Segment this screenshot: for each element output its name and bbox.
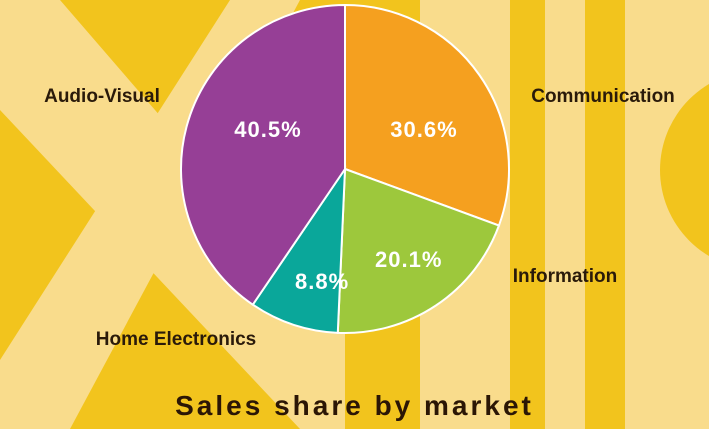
category-label: Information (512, 266, 618, 287)
pie-slice (344, 3, 510, 227)
category-label: Communication (531, 86, 675, 107)
chart-title: Sales share by market (175, 390, 534, 421)
pie (180, 3, 510, 334)
value-label: 30.6% (390, 117, 458, 142)
pie-slice (180, 3, 346, 307)
category-label: Home Electronics (95, 329, 257, 350)
pie-slice (336, 167, 501, 334)
value-label: 40.5% (234, 117, 302, 142)
value-label: 8.8% (295, 269, 350, 294)
value-label: 20.1% (375, 247, 443, 272)
pie-slice (251, 165, 347, 334)
category-label: Audio-Visual (44, 86, 160, 107)
